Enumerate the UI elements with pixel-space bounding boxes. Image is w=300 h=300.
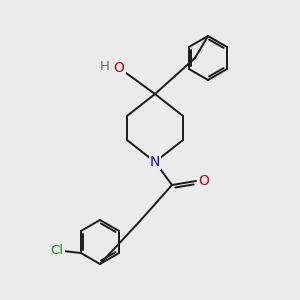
Text: Cl: Cl [50,244,63,257]
Text: N: N [150,155,160,169]
Text: H: H [100,59,110,73]
Text: O: O [199,174,209,188]
Text: O: O [114,61,124,75]
